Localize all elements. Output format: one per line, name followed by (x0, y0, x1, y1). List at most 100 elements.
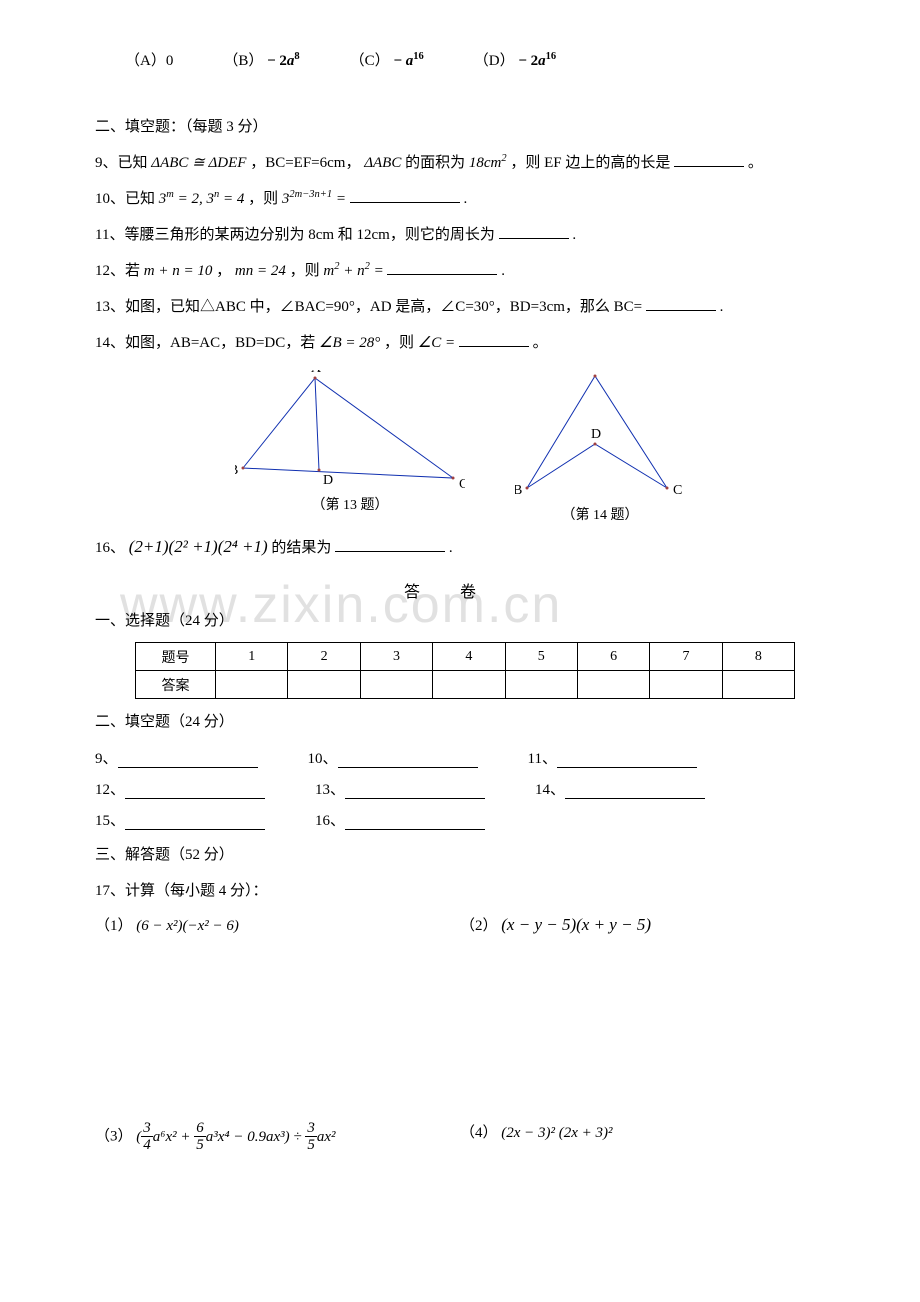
q16-tail: 的结果为 (271, 540, 331, 556)
svg-text:C: C (673, 483, 682, 498)
q11-blank (499, 224, 569, 239)
table-cell (505, 671, 577, 699)
svg-text:A: A (311, 370, 322, 376)
table-cell (433, 671, 505, 699)
fill-14: 14、 (535, 778, 705, 799)
prob-row-34: （3） (34a⁶x² + 65a³x⁴ − 0.9ax³) ÷ 35ax² （… (95, 1121, 825, 1154)
q10-e1: 3m (159, 191, 174, 207)
q12-m: m (323, 263, 334, 279)
table-cell (650, 671, 722, 699)
q12-n: n (357, 263, 365, 279)
fill-13-label: 13、 (315, 778, 345, 799)
p3-f2n: 6 (194, 1121, 206, 1137)
fill-15-label: 15、 (95, 809, 125, 830)
p2-expr: (x − y − 5)(x + y − 5) (501, 915, 651, 934)
svg-text:B: B (515, 483, 522, 498)
q14-ab: ∠B = 28° (319, 335, 380, 351)
opt-c-exp: 16 (413, 51, 424, 62)
p3-expr: (34a⁶x² + 65a³x⁴ − 0.9ax³) ÷ 35ax² (136, 1129, 335, 1145)
svg-text:D: D (323, 473, 333, 488)
fill-12: 12、 (95, 778, 265, 799)
q9-tail: ，则 EF 边上的高的长是 (510, 155, 670, 171)
opt-d-exp: 16 (546, 51, 557, 62)
q12-c2: ，则 (290, 263, 324, 279)
table-cell: 5 (505, 643, 577, 671)
q12-e2: mn = 24 (235, 263, 286, 279)
q16: 16、 (2+1)(2² +1)(2⁴ +1) 的结果为 . (95, 530, 825, 564)
fill-13-blank (345, 784, 485, 799)
q14-ac: ∠C = (418, 335, 455, 351)
opt-b-expr: − 2a8 (267, 53, 300, 69)
p3-f2d: 5 (194, 1137, 206, 1154)
q9-val: 18 (469, 155, 484, 171)
q11-text: 11、等腰三角形的某两边分别为 8cm 和 12cm，则它的周长为 (95, 227, 495, 243)
table-cell: 1 (216, 643, 288, 671)
option-a: （A）0 (125, 46, 173, 76)
fill-9-label: 9、 (95, 747, 118, 768)
fill-11-blank (557, 753, 697, 768)
opt-d-coef: − 2 (518, 53, 538, 69)
fill-10: 10、 (308, 747, 478, 768)
prob-row-12: （1） (6 − x²)(−x² − 6) （2） (x − y − 5)(x … (95, 914, 825, 935)
q12: 12、若 m + n = 10 ， mn = 24 ，则 m2 + n2 = . (95, 256, 825, 286)
q9-area: 18cm2 (469, 155, 507, 171)
p3-f1n: 3 (141, 1121, 153, 1137)
fill-14-label: 14、 (535, 778, 565, 799)
fig13-svg: A B C D (235, 370, 465, 490)
p3-t3: ax² (317, 1129, 336, 1145)
q12-pre: 12、若 (95, 263, 144, 279)
table-cell (577, 671, 649, 699)
sec1-ans: 一、选择题（24 分） (95, 606, 825, 636)
fill-row-3: 15、 16、 (95, 809, 825, 830)
p3-label: （3） (95, 1129, 133, 1145)
p1-expr: (6 − x²)(−x² − 6) (136, 918, 239, 934)
table-cell: 2 (288, 643, 360, 671)
q17-title: 17、计算（每小题 4 分）： (95, 876, 825, 906)
table-cell: 3 (360, 643, 432, 671)
fill-11: 11、 (528, 747, 697, 768)
fill-row-1: 9、 10、 11、 (95, 747, 825, 768)
sec3-title: 三、解答题（52 分） (95, 840, 825, 870)
q10-e2b: 3 (206, 191, 214, 207)
table-cell: 8 (722, 643, 794, 671)
q9-pre: 9、已知 (95, 155, 148, 171)
answer-table: 题号 1 2 3 4 5 6 7 8 答案 (135, 642, 795, 699)
q12-blank (387, 260, 497, 275)
q13-blank (646, 296, 716, 311)
q16-pre: 16、 (95, 540, 125, 556)
svg-text:B: B (235, 463, 238, 478)
q10-mid: ，则 (248, 191, 278, 207)
q14-pre: 14、如图，AB=AC，BD=DC，若 (95, 335, 319, 351)
p3-t2: a³x⁴ − 0.9ax³) ÷ (206, 1129, 306, 1145)
table-cell (722, 671, 794, 699)
table-header-ans: 答案 (136, 671, 216, 699)
sec2-ans: 二、填空题（24 分） (95, 707, 825, 737)
q12-e1: m + n = 10 (144, 263, 213, 279)
opt-b-coef: − 2 (267, 53, 287, 69)
table-cell: 6 (577, 643, 649, 671)
p3-f1d: 4 (141, 1137, 153, 1154)
q9-unit: cm (484, 155, 502, 171)
figure-13: A B C D （第 13 题） (235, 370, 465, 524)
q13-text: 13、如图，已知△ABC 中，∠BAC=90°，AD 是高，∠C=30°，BD=… (95, 299, 642, 315)
section2-title: 二、填空题：（每题 3 分） (95, 112, 825, 142)
q9-expr2: ΔABC (364, 155, 401, 171)
fill-10-blank (338, 753, 478, 768)
figure-14: A B C D （第 14 题） (515, 370, 685, 524)
fill-12-blank (125, 784, 265, 799)
fill-16-blank (345, 815, 485, 830)
q14: 14、如图，AB=AC，BD=DC，若 ∠B = 28° ，则 ∠C = 。 (95, 328, 825, 358)
svg-text:D: D (591, 427, 601, 442)
fill-16-label: 16、 (315, 809, 345, 830)
table-cell (288, 671, 360, 699)
table-cell (360, 671, 432, 699)
prob-4: （4） (2x − 3)² (2x + 3)² (460, 1121, 825, 1154)
opt-c-pre: （C） (350, 53, 390, 69)
table-row: 题号 1 2 3 4 5 6 7 8 (136, 643, 795, 671)
q12-e3: m2 + n2 (323, 263, 369, 279)
q10-e2e: n (214, 189, 219, 200)
table-row: 答案 (136, 671, 795, 699)
q13: 13、如图，已知△ABC 中，∠BAC=90°，AD 是高，∠C=30°，BD=… (95, 292, 825, 322)
fill-16: 16、 (315, 809, 485, 830)
q12-ne: 2 (365, 261, 370, 272)
